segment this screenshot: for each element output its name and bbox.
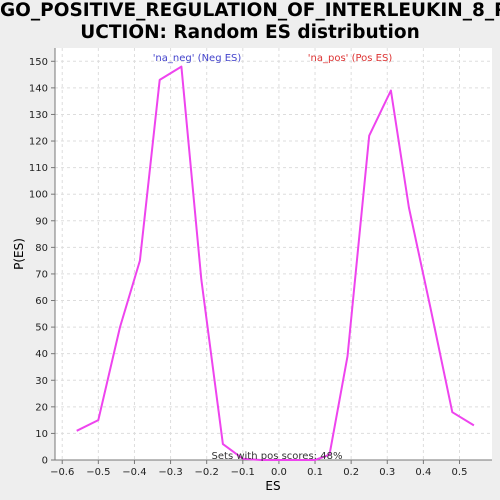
y-tick-label: 150 [29,57,48,68]
x-tick-label: −0.1 [231,467,255,478]
x-tick-label: −0.2 [195,467,219,478]
x-tick-label: 0.0 [271,467,287,478]
y-tick-label: 100 [29,190,48,201]
y-tick-label: 120 [29,137,48,148]
y-tick-label: 130 [29,110,48,121]
series-line [76,65,475,461]
y-tick-label: 90 [35,216,48,227]
x-tick-label: 0.4 [415,467,431,478]
x-tick-label: −0.3 [158,467,182,478]
y-tick-label: 20 [35,402,48,413]
x-tick-label: 0.5 [452,467,468,478]
chart-title-line-2: UCTION: Random ES distribution [80,22,420,43]
legend-neg-label: 'na_neg' (Neg ES) [153,53,242,64]
x-tick-label: 0.1 [307,467,323,478]
y-tick-label: 50 [35,323,48,334]
y-tick-label: 80 [35,243,48,254]
legend-pos-label: 'na_pos' (Pos ES) [308,53,393,64]
y-tick-label: 40 [35,349,48,360]
x-tick-label: 0.3 [379,467,395,478]
x-tick-label: −0.4 [122,467,146,478]
x-tick-label: 0.2 [343,467,359,478]
y-tick-label: 10 [35,429,48,440]
y-tick-label: 30 [35,376,48,387]
y-axis-title: P(ES) [12,238,26,270]
y-tick-label: 140 [29,83,48,94]
y-tick-label: 0 [42,456,48,467]
x-tick-label: −0.5 [86,467,110,478]
plot-area [55,48,492,460]
x-axis-ticks: −0.6 −0.5 −0.4 −0.3 −0.2 −0.1 0.0 0.1 0.2 0.3 0.4 0… [50,460,467,478]
grid-lines [55,48,492,460]
y-tick-label: 70 [35,269,48,280]
x-tick-label: −0.6 [50,467,74,478]
x-axis-title: ES [265,479,280,493]
chart-title: GO_POSITIVE_REGULATION_OF_INTERLEUKIN_8_… [0,0,500,44]
y-axis-ticks: 0 10 20 30 40 50 60 70 80 90 100 110 120 130 140 150 [29,57,55,467]
chart-title-line-1: GO_POSITIVE_REGULATION_OF_INTERLEUKIN_8_… [0,0,500,21]
pos-scores-annotation: Sets with pos scores: 48% [212,451,343,462]
y-tick-label: 60 [35,296,48,307]
y-tick-label: 110 [29,163,48,174]
